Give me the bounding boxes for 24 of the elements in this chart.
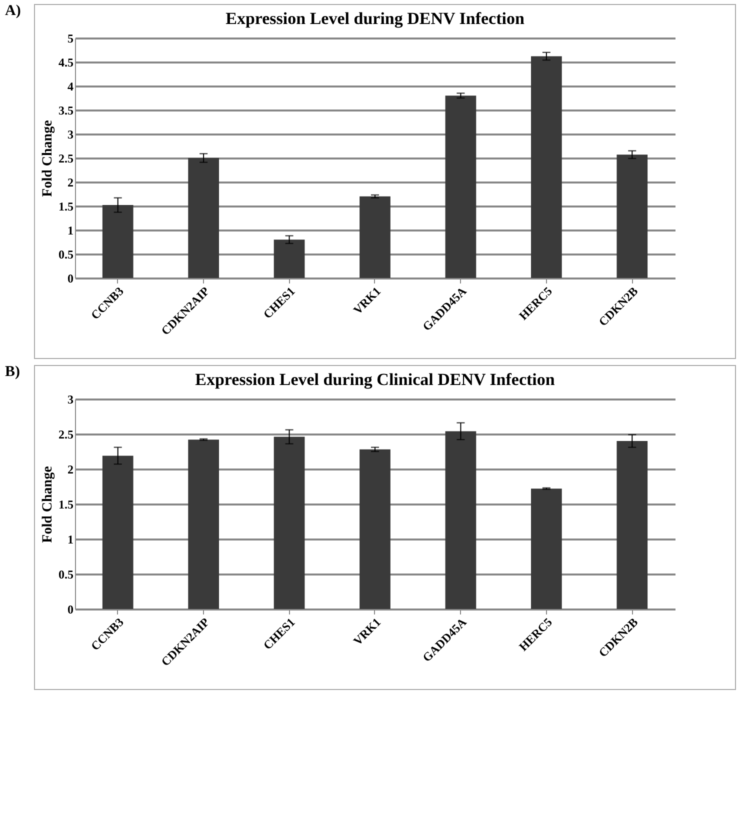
y-tick-label: 4 <box>68 80 74 94</box>
y-tick-label: 1 <box>68 224 74 238</box>
chart-title: Expression Level during Clinical DENV Infection <box>195 370 556 389</box>
y-tick-label: 2 <box>68 462 74 476</box>
text: A) <box>5 3 21 20</box>
y-tick-label: 0.5 <box>58 248 74 262</box>
y-tick-label: 0 <box>68 272 74 286</box>
y-axis-title: Fold Change <box>40 466 56 543</box>
y-tick-label: 1.5 <box>58 200 74 214</box>
chart-title: Expression Level during DENV Infection <box>226 9 525 28</box>
y-tick-label: 2.5 <box>58 428 74 442</box>
y-tick-label: 1 <box>68 532 74 546</box>
y-tick-label: 0.5 <box>58 568 74 582</box>
y-tick-label: 3 <box>68 392 74 406</box>
y-tick-label: 4.5 <box>58 56 74 70</box>
text: B) <box>5 364 20 381</box>
y-tick-label: 2 <box>68 176 74 190</box>
y-tick-label: 3.5 <box>58 104 74 118</box>
y-tick-label: 3 <box>68 128 74 142</box>
y-tick-label: 5 <box>68 32 74 46</box>
y-axis-title: Fold Change <box>40 120 56 197</box>
y-tick-label: 0 <box>68 602 74 616</box>
y-tick-label: 2.5 <box>58 152 74 166</box>
y-tick-label: 1.5 <box>58 498 74 512</box>
